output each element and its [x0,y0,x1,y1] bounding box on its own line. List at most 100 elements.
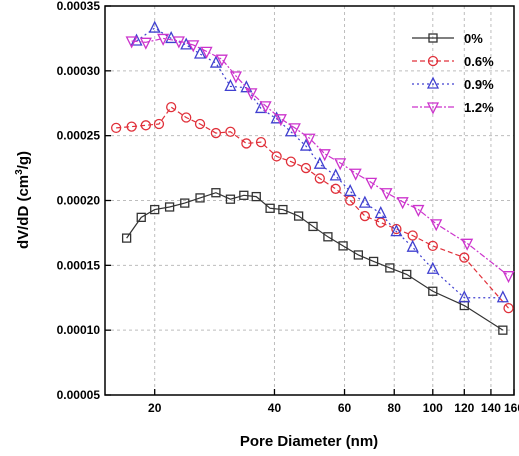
data-point [426,261,439,274]
y-axis-title-main: dV/dD (cm [15,175,32,249]
y-tick-label: 0.00010 [57,323,101,337]
data-point [313,156,326,169]
series-layer [111,20,515,335]
data-point [368,256,379,267]
data-point [359,210,371,222]
series-0 [121,188,508,335]
data-point [330,183,341,194]
y-tick-label: 0.00030 [57,64,101,78]
legend-marker [428,33,438,43]
data-point [245,88,258,101]
data-point [503,302,514,314]
data-point [390,224,403,237]
x-tick-label: 60 [338,401,352,415]
legend-label: 1.2% [464,100,494,115]
data-point [172,36,185,49]
data-point [323,232,333,242]
data-point [241,138,252,149]
x-tick-label: 20 [148,401,162,415]
y-axis-title-end: /g) [15,151,32,169]
y-axis-title-sup: 3 [14,169,25,175]
data-point [193,46,207,59]
data-point [406,239,419,252]
x-tick-label: 140 [481,401,501,415]
data-point [299,138,313,151]
data-point [157,33,170,46]
data-point [229,71,242,84]
series-line [136,27,503,299]
data-point [303,133,316,146]
data-point [255,136,267,148]
data-point [265,203,275,213]
data-point [380,188,393,201]
data-point [200,46,213,59]
data-point [274,114,287,127]
y-tick-label: 0.00005 [57,388,101,402]
data-point [300,162,312,174]
data-point [344,183,357,197]
data-point [358,195,371,208]
data-point [164,202,175,212]
data-point [225,126,236,137]
legend-label: 0.6% [464,54,494,69]
data-point [458,290,471,303]
legend: 0% 0.6% 0.9% 1.2% [412,31,494,115]
data-point [259,101,272,114]
data-point [225,194,236,204]
data-point [140,120,151,131]
data-point [136,212,146,223]
data-point [121,233,132,243]
data-point [353,250,364,260]
data-point [293,211,304,221]
data-point [374,206,387,219]
data-point [181,112,192,123]
data-point [428,286,438,296]
x-tick-label: 80 [388,401,402,415]
data-point [125,36,138,49]
data-point [496,290,509,303]
y-tick-label: 0.00020 [57,194,101,208]
data-point [224,78,237,92]
series-line [131,37,509,277]
y-tick-label: 0.00035 [57,0,101,13]
data-point [459,252,470,263]
data-point [139,37,152,50]
data-point [412,204,425,218]
grid-lines [105,6,514,395]
data-point [251,191,261,202]
data-point [308,221,318,232]
data-point [365,177,378,190]
legend-label: 0.9% [464,77,494,92]
data-point [461,238,474,251]
data-point [334,158,347,171]
data-point [187,40,200,53]
data-point [194,118,206,130]
data-point [148,20,161,33]
y-tick-label: 0.00015 [57,258,101,272]
data-point [375,217,386,228]
data-point [402,269,412,280]
data-point [166,101,177,113]
data-point [210,127,222,139]
legend-marker [426,76,440,89]
data-point [240,80,253,93]
legend-label: 0% [464,31,483,46]
y-axis-title: dV/dD (cm3/g) [14,151,32,249]
series-line [126,192,504,331]
data-point [278,204,288,215]
data-point [318,149,331,162]
data-point [427,240,438,252]
data-point [180,37,193,50]
data-point [211,188,221,198]
x-tick-label: 100 [423,401,443,415]
data-point [126,121,137,132]
data-point [385,263,395,273]
data-point [396,197,409,210]
y-axis-ticks: 0.00005 0.00010 0.00015 0.00020 0.00025 0.000… [57,0,111,402]
data-point [180,198,190,208]
data-point [271,151,282,162]
x-axis-title: Pore Diameter (nm) [240,433,378,450]
x-tick-label: 160 [504,401,519,415]
data-point [209,55,222,68]
